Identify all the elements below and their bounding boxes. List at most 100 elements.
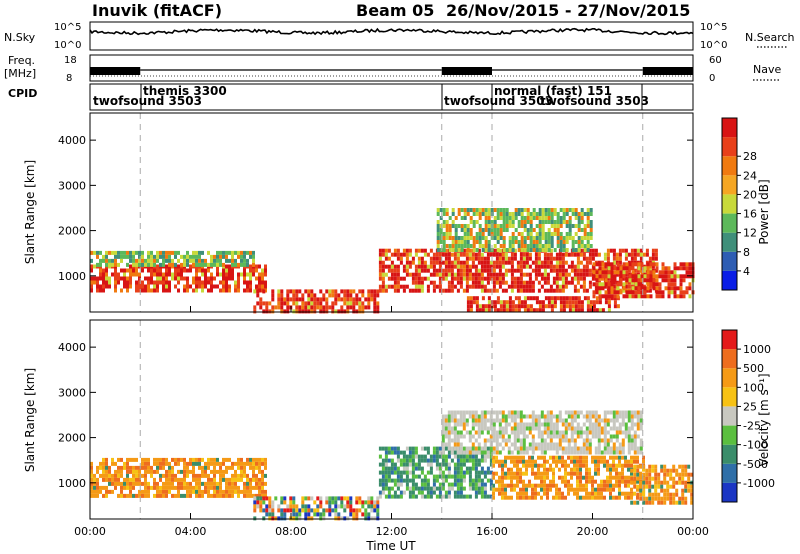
cell-5 — [511, 300, 515, 305]
cell-0 — [264, 284, 267, 289]
cell-4 — [603, 422, 607, 427]
cell-4 — [589, 212, 593, 216]
cell-0 — [93, 477, 96, 482]
cell-0 — [255, 276, 258, 281]
cell-4 — [543, 450, 547, 455]
cell-4 — [600, 426, 604, 431]
cell-6 — [637, 274, 641, 279]
cell-4 — [558, 442, 562, 447]
cell-2 — [319, 305, 323, 310]
cell-0 — [150, 469, 153, 474]
cell-4 — [627, 438, 631, 443]
cell-6 — [622, 262, 626, 267]
cell-5 — [681, 500, 685, 505]
cell-4 — [615, 434, 619, 439]
cell-4 — [549, 446, 553, 451]
cell-3 — [450, 272, 454, 277]
cell-3 — [603, 252, 607, 257]
cell-3 — [588, 475, 591, 480]
cell-1 — [355, 496, 359, 501]
cell-1 — [271, 516, 275, 521]
cell-3 — [402, 288, 406, 293]
cell-3 — [546, 467, 549, 472]
cell-5 — [466, 300, 470, 305]
cell-0 — [150, 280, 153, 285]
cell-2 — [408, 458, 412, 463]
cell-1 — [292, 516, 296, 521]
cell-4 — [457, 236, 461, 240]
cell-2 — [444, 474, 448, 479]
cell-4 — [514, 236, 518, 240]
cell-4 — [639, 446, 643, 451]
cell-0 — [159, 485, 162, 490]
cell-5 — [598, 308, 602, 313]
cell-0 — [255, 457, 258, 462]
cell-3 — [555, 272, 559, 277]
cell-4 — [579, 430, 583, 435]
cell-0 — [201, 493, 204, 498]
cell-0 — [135, 469, 138, 474]
ytick-label-3: 4000 — [58, 341, 86, 354]
cell-0 — [249, 481, 252, 486]
cell-0 — [147, 268, 150, 273]
cell-2 — [459, 474, 463, 479]
cell-0 — [159, 493, 162, 498]
cell-0 — [177, 276, 180, 281]
cell-4 — [448, 248, 452, 252]
cell-2 — [361, 305, 365, 310]
cell-4 — [502, 236, 506, 240]
cell-4 — [529, 228, 533, 232]
cell-2 — [489, 470, 493, 475]
cell-3 — [573, 276, 577, 281]
cell-3 — [519, 467, 522, 472]
cell-1 — [376, 508, 380, 513]
cell-4 — [444, 442, 448, 447]
cell-0 — [204, 461, 207, 466]
cell-2 — [447, 450, 451, 455]
cell-3 — [450, 252, 454, 257]
cell-2 — [480, 490, 484, 495]
cell-0 — [195, 272, 198, 277]
cell-6 — [595, 290, 599, 295]
cell-5 — [681, 492, 685, 497]
cell-0 — [168, 288, 171, 293]
cell-3 — [636, 487, 639, 492]
cell-4 — [576, 422, 580, 427]
cell-1 — [249, 254, 252, 259]
cell-0 — [195, 477, 198, 482]
cell-2 — [414, 494, 418, 499]
power-heatmap — [90, 208, 695, 314]
cell-1 — [171, 262, 174, 267]
cell-0 — [222, 489, 225, 494]
cell-3 — [525, 284, 529, 289]
cell-4 — [519, 450, 523, 455]
cell-2 — [486, 454, 490, 459]
cell-5 — [636, 500, 640, 505]
cell-3 — [408, 264, 412, 269]
cell-4 — [544, 244, 548, 248]
cell-2 — [396, 458, 400, 463]
cell-4 — [627, 434, 631, 439]
cell-3 — [378, 284, 382, 289]
cell-3 — [630, 495, 633, 500]
cell-4 — [496, 212, 500, 216]
cell-5 — [648, 492, 652, 497]
cell-3 — [528, 284, 532, 289]
cell-2 — [271, 289, 275, 294]
cell-4 — [550, 244, 554, 248]
cell-5 — [690, 484, 694, 489]
cell-4 — [580, 216, 584, 220]
cell-0 — [204, 481, 207, 486]
cell-3 — [450, 284, 454, 289]
cell-4 — [597, 414, 601, 419]
cell-0 — [192, 288, 195, 293]
cell-3 — [603, 479, 606, 484]
cell-0 — [102, 268, 105, 273]
cell-3 — [651, 248, 655, 253]
cell-5 — [586, 308, 590, 313]
cell-0 — [249, 280, 252, 285]
cell-2 — [349, 289, 353, 294]
cell-0 — [198, 276, 201, 281]
cell-3 — [507, 475, 510, 480]
cell-3 — [414, 288, 418, 293]
